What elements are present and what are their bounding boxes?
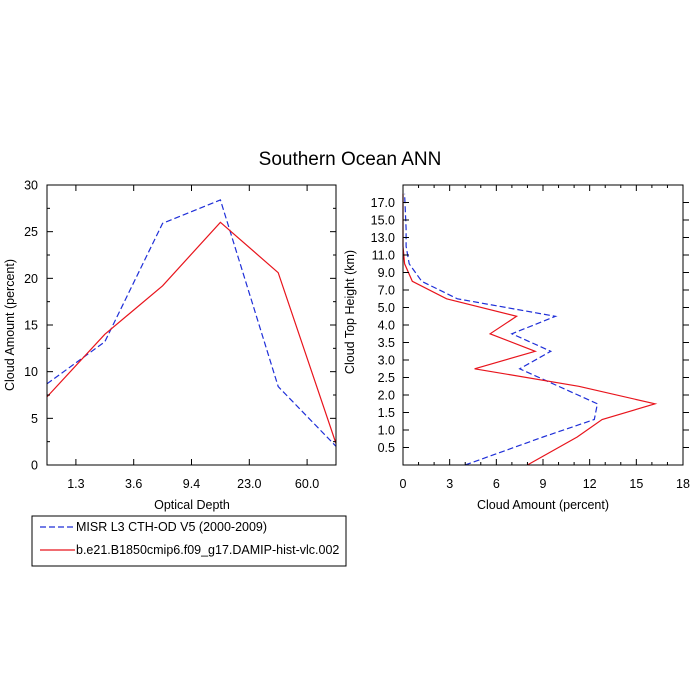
right-y-axis-label: Cloud Top Height (km) bbox=[343, 250, 357, 374]
right-ytick-label: 5.0 bbox=[378, 301, 395, 315]
left-xtick-label: 9.4 bbox=[183, 477, 200, 491]
right-ytick-label: 1.5 bbox=[378, 406, 395, 420]
left-xtick-label: 23.0 bbox=[237, 477, 261, 491]
right-panel: 0.5 1.0 1.5 2.0 2.5 3.0 3.5 4.0 5.0 7.0 9.0 11.0 13.… bbox=[343, 184, 690, 512]
right-ticks-group: 0.5 1.0 1.5 2.0 2.5 3.0 3.5 4.0 5.0 7.0 9.0 11.0 13.… bbox=[371, 185, 690, 491]
left-series-line-1 bbox=[46, 221, 337, 444]
right-ytick-label: 2.5 bbox=[378, 371, 395, 385]
left-ytick-label: 0 bbox=[31, 459, 38, 473]
right-xtick-label: 9 bbox=[540, 477, 547, 491]
right-series-group bbox=[402, 193, 658, 466]
right-ytick-label: 2.0 bbox=[378, 389, 395, 403]
left-series-line-0 bbox=[46, 199, 337, 447]
right-xtick-label: 3 bbox=[446, 477, 453, 491]
left-y-axis-label: Cloud Amount (percent) bbox=[3, 259, 17, 391]
right-xtick-label: 0 bbox=[400, 477, 407, 491]
figure-title: Southern Ocean ANN bbox=[259, 149, 442, 170]
right-series-line-0 bbox=[404, 193, 599, 466]
left-ytick-label: 20 bbox=[24, 272, 38, 286]
right-ytick-label: 11.0 bbox=[372, 249, 395, 263]
right-ytick-label: 4.0 bbox=[378, 319, 395, 333]
right-xtick-label: 12 bbox=[583, 477, 597, 491]
right-ytick-label: 13.0 bbox=[371, 231, 395, 245]
left-ytick-label: 25 bbox=[24, 225, 38, 239]
right-ytick-label: 15.0 bbox=[371, 214, 395, 228]
right-ytick-label: 9.0 bbox=[378, 266, 395, 280]
left-x-axis-label: Optical Depth bbox=[154, 498, 230, 512]
right-ytick-label: 3.5 bbox=[378, 336, 395, 350]
legend-label-misr: MISR L3 CTH-OD V5 (2000-2009) bbox=[76, 520, 267, 534]
legend-box bbox=[31, 515, 347, 567]
left-panel: 0 5 10 15 20 25 30 1.3 3.6 9.4 23.0 60.0 Optical De… bbox=[3, 179, 337, 512]
left-xtick-label: 60.0 bbox=[295, 477, 319, 491]
left-plot-frame bbox=[46, 184, 337, 466]
right-xtick-label: 15 bbox=[629, 477, 643, 491]
left-ytick-label: 30 bbox=[24, 179, 38, 193]
left-ytick-label: 10 bbox=[24, 365, 38, 379]
left-series-group bbox=[46, 199, 337, 447]
left-ticks-group: 0 5 10 15 20 25 30 1.3 3.6 9.4 23.0 60.0 bbox=[24, 179, 336, 491]
right-x-axis-label: Cloud Amount (percent) bbox=[477, 498, 609, 512]
left-ytick-label: 15 bbox=[24, 319, 38, 333]
right-series-line-1 bbox=[402, 193, 658, 466]
left-xtick-label: 1.3 bbox=[67, 477, 84, 491]
right-ytick-label: 7.0 bbox=[378, 284, 395, 298]
left-xtick-label: 3.6 bbox=[125, 477, 142, 491]
right-ytick-label: 17.0 bbox=[371, 196, 395, 210]
legend: MISR L3 CTH-OD V5 (2000-2009) b.e21.B185… bbox=[31, 515, 347, 567]
right-ytick-label: 3.0 bbox=[378, 354, 395, 368]
legend-label-model: b.e21.B1850cmip6.f09_g17.DAMIP-hist-vlc.… bbox=[76, 543, 339, 557]
right-ytick-label: 1.0 bbox=[378, 424, 395, 438]
right-plot-frame bbox=[402, 184, 684, 466]
right-xtick-label: 18 bbox=[676, 477, 690, 491]
right-ytick-label: 0.5 bbox=[378, 441, 395, 455]
right-xtick-label: 6 bbox=[493, 477, 500, 491]
left-ytick-label: 5 bbox=[31, 412, 38, 426]
